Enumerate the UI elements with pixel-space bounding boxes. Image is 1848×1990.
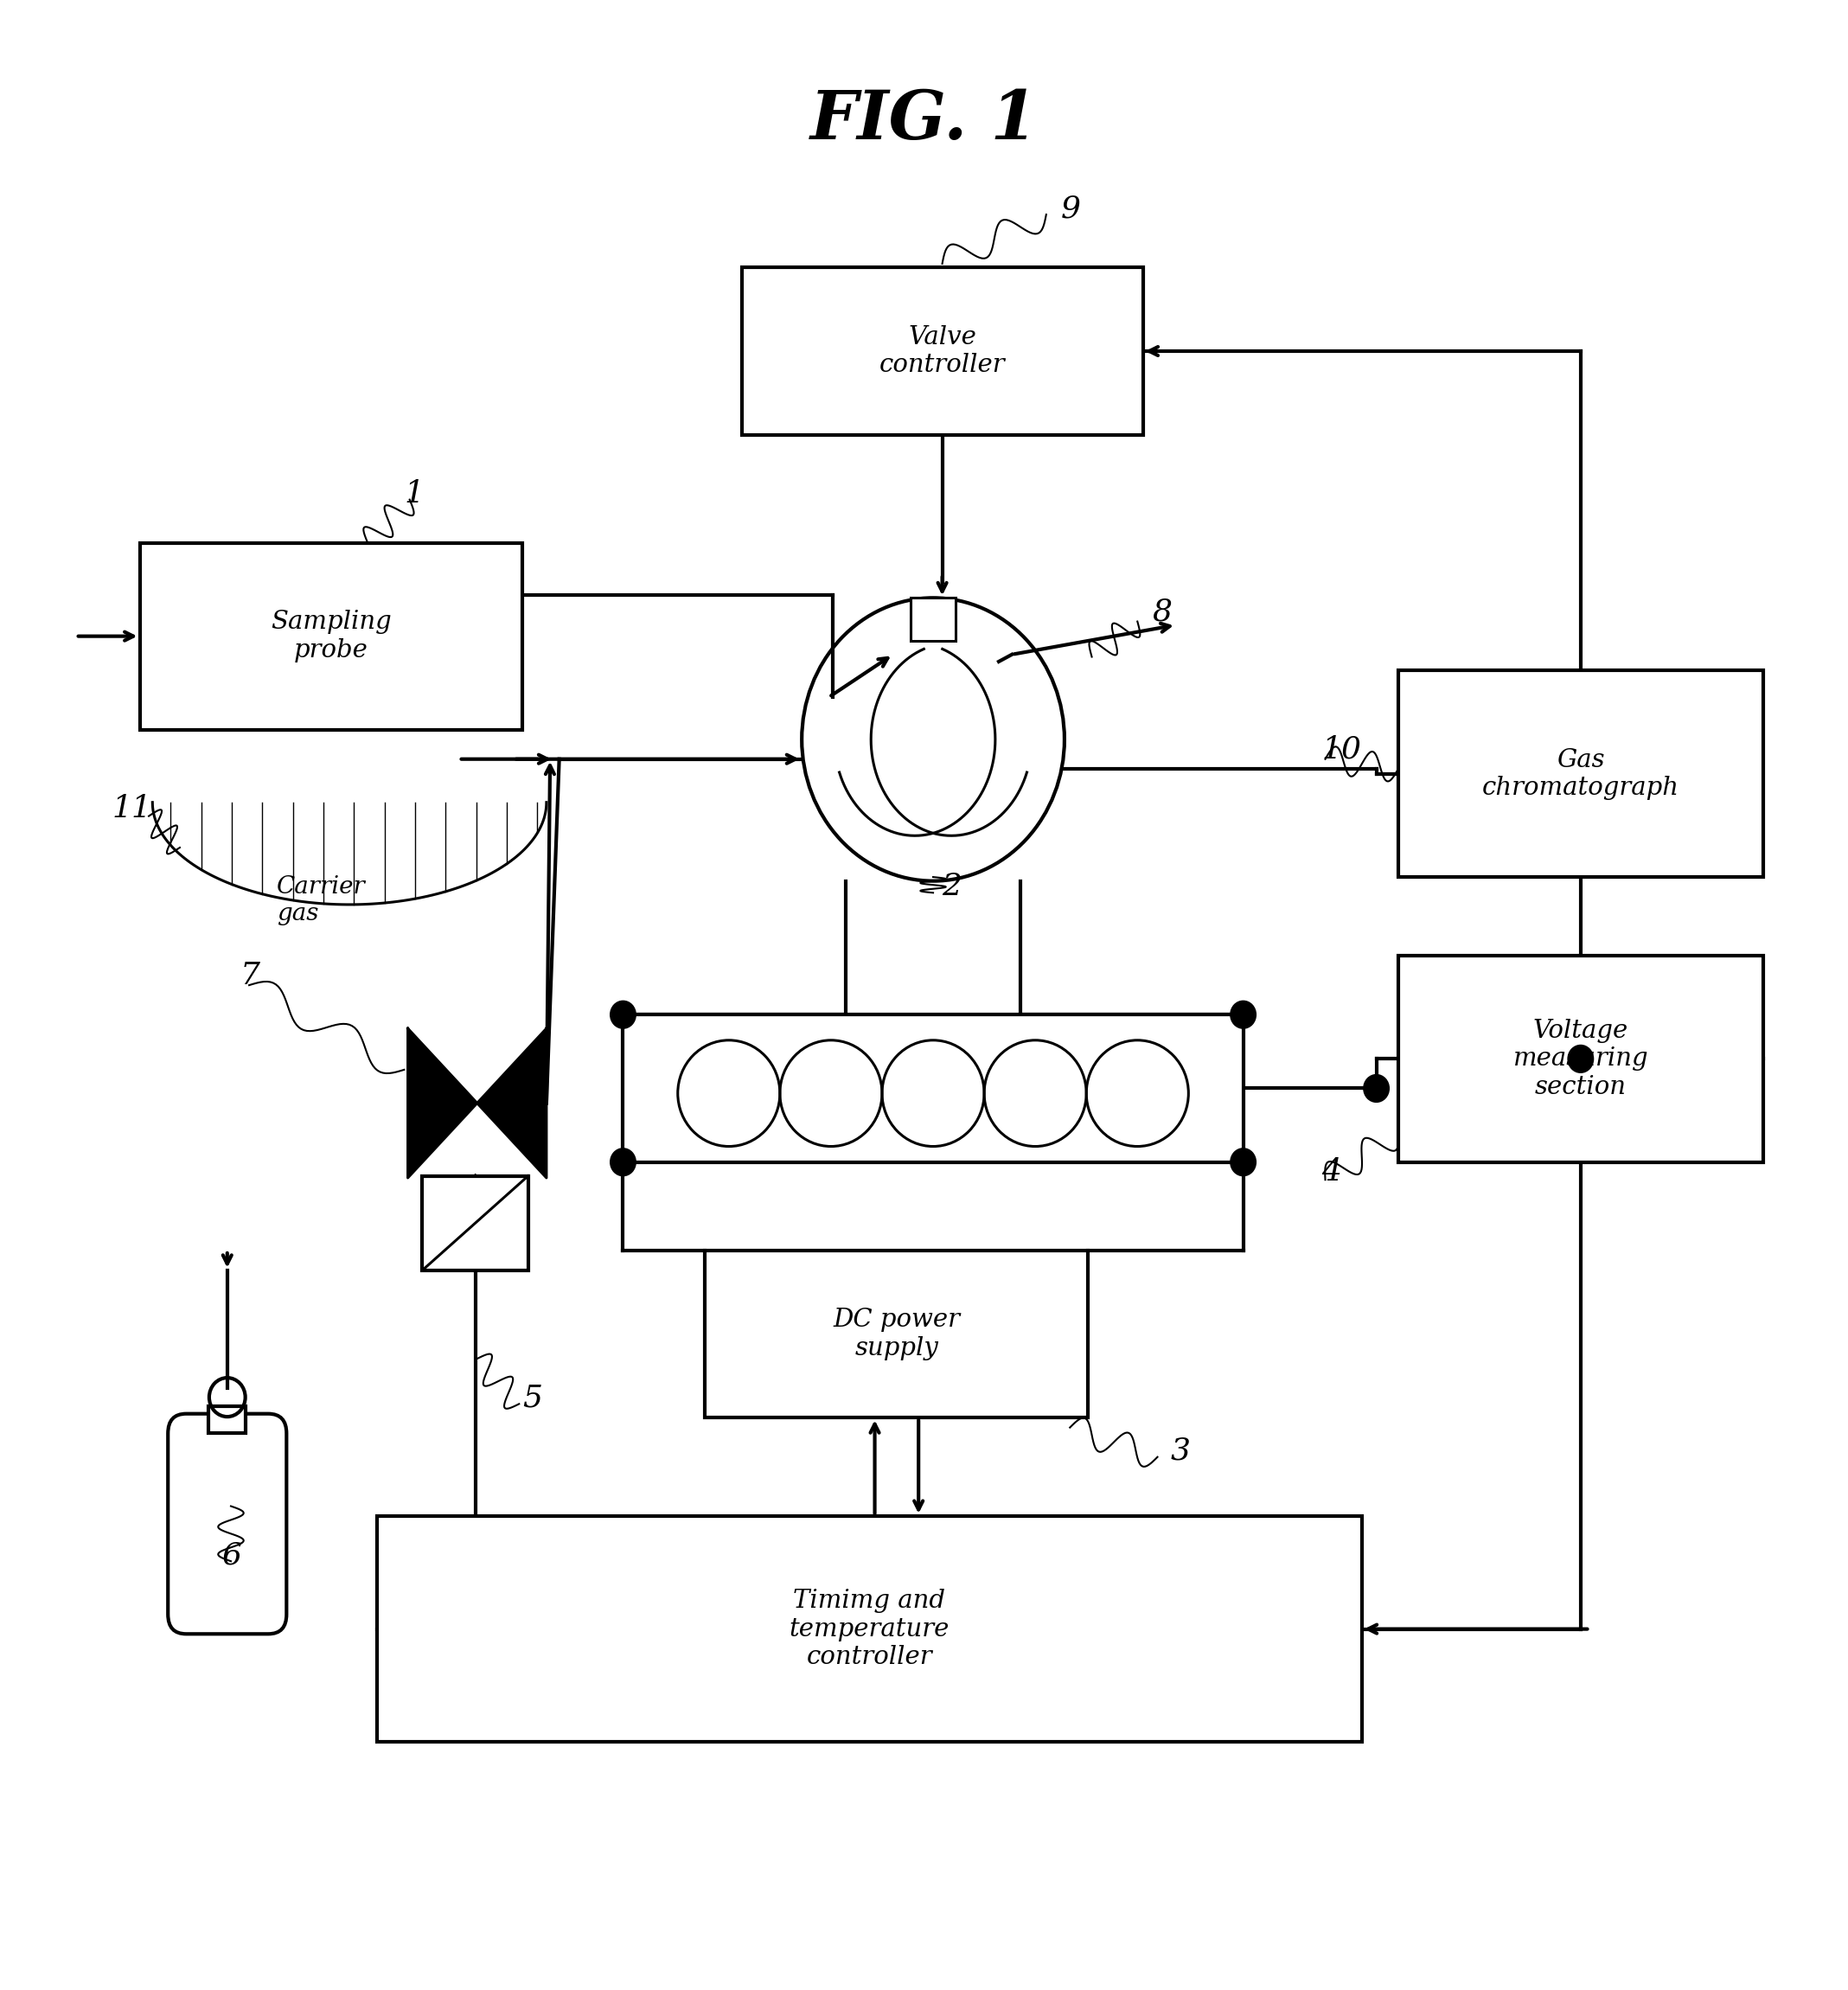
Text: 4: 4: [1321, 1158, 1342, 1186]
Polygon shape: [477, 1029, 547, 1178]
Text: FIG. 1: FIG. 1: [809, 88, 1039, 153]
Circle shape: [610, 1001, 636, 1029]
Text: Carrier
gas: Carrier gas: [277, 876, 366, 925]
Bar: [140, 543, 523, 730]
Bar: [741, 267, 1142, 434]
Text: 5: 5: [523, 1383, 543, 1413]
Polygon shape: [408, 1029, 477, 1178]
Text: DC power
supply: DC power supply: [833, 1307, 961, 1361]
Text: 8: 8: [1151, 597, 1172, 627]
Text: 3: 3: [1170, 1437, 1190, 1467]
Bar: [706, 1250, 1088, 1417]
Polygon shape: [152, 802, 547, 905]
Circle shape: [1231, 1148, 1257, 1176]
Text: 7: 7: [240, 961, 261, 991]
Circle shape: [610, 1148, 636, 1176]
Circle shape: [1364, 1075, 1390, 1102]
Bar: [423, 1176, 529, 1270]
Text: Timimg and
temperature
controller: Timimg and temperature controller: [789, 1588, 950, 1670]
Bar: [623, 1015, 1244, 1162]
Text: Voltage
measuring
section: Voltage measuring section: [1514, 1019, 1648, 1098]
Circle shape: [1231, 1001, 1257, 1029]
Text: Sampling
probe: Sampling probe: [272, 611, 392, 663]
Text: 9: 9: [1061, 193, 1081, 223]
Bar: [911, 597, 955, 641]
Text: Gas
chromatograph: Gas chromatograph: [1482, 748, 1680, 800]
Circle shape: [1567, 1045, 1593, 1073]
FancyBboxPatch shape: [168, 1413, 286, 1634]
Text: 6: 6: [222, 1540, 242, 1570]
Bar: [377, 1516, 1362, 1741]
Bar: [1399, 671, 1763, 878]
Text: 2: 2: [942, 872, 963, 901]
Bar: [1399, 955, 1763, 1162]
Bar: [209, 1407, 246, 1433]
Text: Valve
controller: Valve controller: [880, 324, 1005, 378]
Text: 1: 1: [405, 480, 423, 507]
Text: 11: 11: [113, 794, 152, 824]
Text: 10: 10: [1321, 734, 1362, 764]
